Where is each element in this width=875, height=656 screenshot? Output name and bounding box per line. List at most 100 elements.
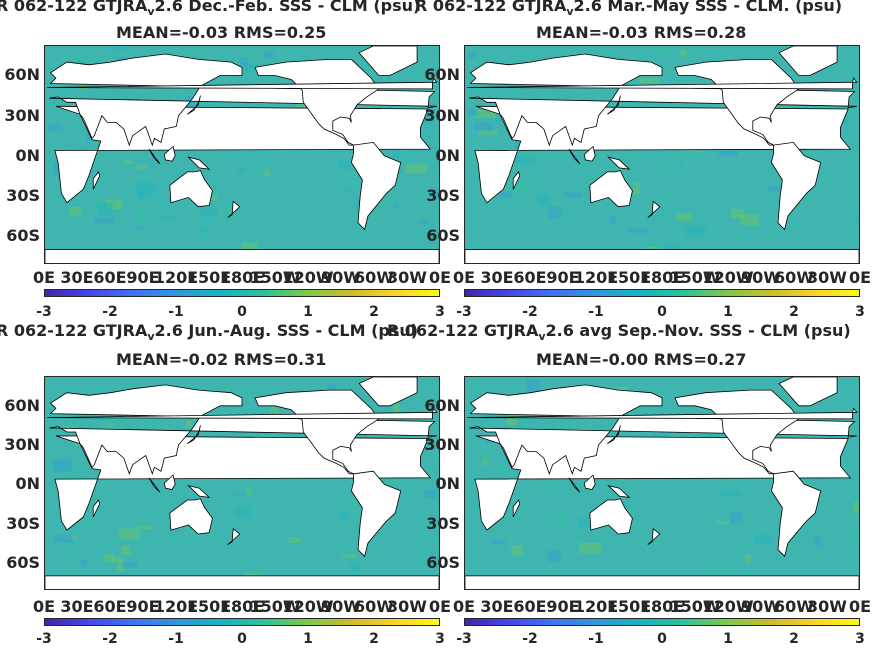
anomaly-patch bbox=[135, 226, 143, 230]
anomaly-patch bbox=[326, 383, 336, 390]
longitude-tick-label: 150E bbox=[606, 597, 652, 616]
map-plot-area bbox=[464, 45, 860, 264]
anomaly-patch bbox=[475, 109, 497, 118]
latitude-tick-label: 30S bbox=[6, 513, 40, 533]
title-main: R 062-122 GTJRA bbox=[0, 321, 148, 340]
anomaly-patch bbox=[740, 214, 759, 226]
anomaly-patch bbox=[514, 156, 534, 164]
longitude-tick-label: 90W bbox=[321, 597, 361, 616]
colorbar-tick-label: 1 bbox=[303, 304, 313, 320]
anomaly-patch bbox=[80, 559, 88, 567]
anomaly-patch bbox=[107, 423, 113, 427]
anomaly-patch bbox=[199, 208, 218, 217]
colorbar-tick-label: -3 bbox=[36, 304, 52, 320]
colorbar-tick-label: 3 bbox=[435, 304, 445, 320]
latitude-tick-label: 60S bbox=[426, 226, 460, 246]
longitude-tick-label: 30W bbox=[387, 597, 427, 616]
colorbar-tick-label: 2 bbox=[369, 631, 379, 647]
colorbar-tick-label: 3 bbox=[855, 304, 865, 320]
anomaly-patch bbox=[392, 202, 398, 210]
colorbar bbox=[44, 289, 440, 297]
colorbar-tick-label: 1 bbox=[723, 304, 733, 320]
anomaly-patch bbox=[679, 50, 687, 57]
anomaly-patch bbox=[120, 545, 131, 555]
anomaly-patch bbox=[716, 520, 730, 525]
anomaly-patch bbox=[348, 496, 368, 507]
anomaly-patch bbox=[380, 477, 395, 488]
anomaly-patch bbox=[853, 502, 859, 514]
anomaly-patch bbox=[157, 215, 173, 220]
longitude-tick-label: 0E bbox=[848, 268, 872, 287]
anomaly-patch bbox=[609, 216, 616, 225]
anomaly-patch bbox=[609, 386, 628, 392]
anomaly-patch bbox=[663, 244, 680, 249]
landmass bbox=[465, 575, 859, 589]
colorbar-tick-label: -3 bbox=[36, 631, 52, 647]
landmass bbox=[647, 200, 661, 218]
longitude-tick-label: 30W bbox=[387, 268, 427, 287]
anomaly-patch bbox=[135, 182, 156, 195]
sss-anomaly-map bbox=[465, 377, 859, 589]
landmass bbox=[647, 528, 661, 545]
title-subscript: v bbox=[538, 330, 546, 344]
longitude-tick-label: 90W bbox=[741, 597, 781, 616]
longitude-tick-label: 0E bbox=[452, 268, 476, 287]
anomaly-patch bbox=[393, 403, 400, 416]
longitude-tick-label: 60E bbox=[513, 597, 547, 616]
title-rest: 2.6 Jun.-Aug. SSS - CLM (psu) bbox=[154, 321, 419, 340]
panel-title: R 062-122 GTJRAv2.6 Jun.-Aug. SSS - CLM … bbox=[0, 322, 418, 346]
anomaly-patch bbox=[632, 182, 641, 195]
anomaly-patch bbox=[482, 411, 490, 421]
landmass bbox=[589, 498, 633, 535]
anomaly-patch bbox=[718, 144, 738, 157]
colorbar-tick-label: 2 bbox=[789, 631, 799, 647]
landmass bbox=[92, 499, 101, 518]
longitude-tick-label: 30E bbox=[60, 597, 94, 616]
anomaly-patch bbox=[53, 534, 73, 543]
longitude-tick-label: 30W bbox=[807, 268, 847, 287]
colorbar-tick-label: 0 bbox=[237, 304, 247, 320]
anomaly-patch bbox=[703, 429, 721, 438]
anomaly-patch bbox=[47, 124, 63, 132]
colorbar-tick-label: -1 bbox=[168, 631, 184, 647]
longitude-tick-label: 30E bbox=[60, 268, 94, 287]
anomaly-patch bbox=[117, 563, 124, 572]
anomaly-patch bbox=[263, 51, 274, 58]
longitude-tick-label: 180E bbox=[639, 597, 685, 616]
landmass bbox=[467, 77, 858, 90]
anomaly-patch bbox=[729, 511, 743, 524]
anomaly-patch bbox=[97, 203, 113, 216]
longitude-tick-label: 150W bbox=[249, 268, 301, 287]
anomaly-patch bbox=[745, 554, 752, 564]
anomaly-patch bbox=[86, 133, 95, 141]
longitude-tick-label: 120W bbox=[282, 268, 334, 287]
landmass bbox=[512, 499, 521, 518]
anomaly-patch bbox=[238, 167, 245, 174]
anomaly-patch bbox=[241, 242, 258, 251]
anomaly-patch bbox=[678, 160, 683, 165]
anomaly-patch bbox=[417, 220, 430, 225]
landmass bbox=[778, 377, 838, 407]
longitude-tick-label: 120W bbox=[282, 597, 334, 616]
anomaly-patch bbox=[843, 103, 854, 115]
landmass bbox=[163, 474, 176, 490]
anomaly-patch bbox=[222, 206, 233, 219]
anomaly-patch bbox=[520, 182, 531, 196]
title-rest: 2.6 Dec.-Feb. SSS - CLM (psu) bbox=[154, 0, 421, 15]
landmass bbox=[92, 171, 101, 190]
anomaly-patch bbox=[768, 185, 782, 192]
colorbar-tick-label: -1 bbox=[168, 304, 184, 320]
latitude-tick-label: 60S bbox=[6, 552, 40, 572]
colorbar-tick-label: -2 bbox=[522, 631, 538, 647]
anomaly-patch bbox=[339, 510, 349, 521]
anomaly-patch bbox=[137, 191, 145, 201]
longitude-tick-label: 150E bbox=[186, 597, 232, 616]
landmass bbox=[770, 141, 822, 231]
anomaly-patch bbox=[136, 164, 147, 170]
title-rest: 2.6 avg Sep.-Nov. SSS - CLM (psu) bbox=[545, 321, 851, 340]
longitude-tick-label: 0E bbox=[428, 268, 452, 287]
anomaly-patch bbox=[264, 169, 271, 176]
title-main: R 062-122 GTJRA bbox=[415, 0, 567, 15]
landmass bbox=[47, 407, 438, 420]
